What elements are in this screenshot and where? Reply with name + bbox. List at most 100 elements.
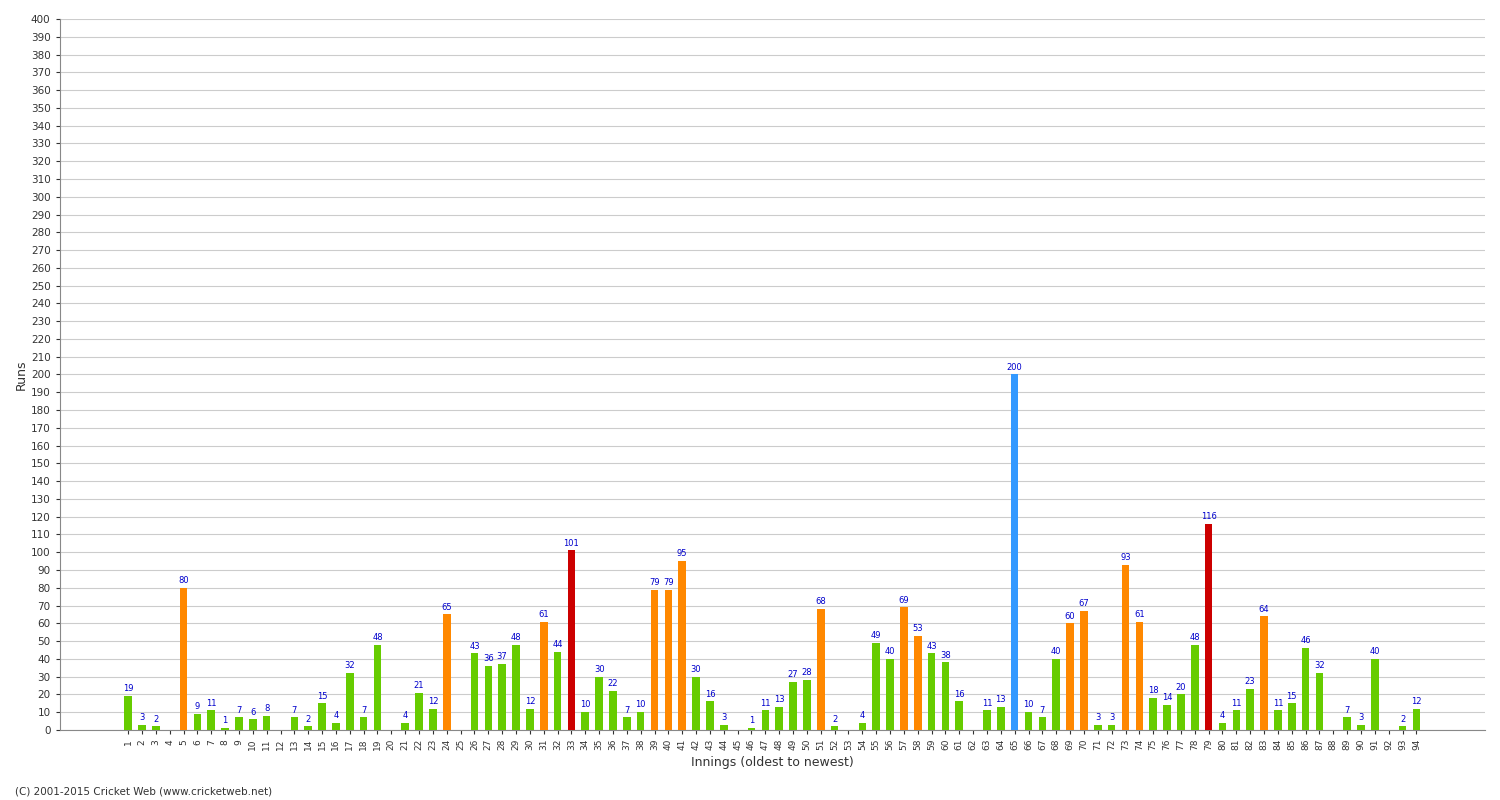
Bar — [1204, 524, 1212, 730]
Text: 40: 40 — [885, 647, 896, 656]
Bar — [762, 710, 770, 730]
Bar — [567, 550, 574, 730]
Bar — [596, 677, 603, 730]
Bar — [262, 716, 270, 730]
Text: 16: 16 — [954, 690, 964, 699]
Bar — [678, 561, 686, 730]
Bar — [249, 719, 256, 730]
Bar — [664, 590, 672, 730]
Text: 19: 19 — [123, 685, 134, 694]
Text: 2: 2 — [1400, 714, 1406, 724]
Bar — [1149, 698, 1156, 730]
Text: 48: 48 — [372, 633, 382, 642]
Bar — [222, 728, 230, 730]
Text: 9: 9 — [195, 702, 200, 711]
Bar — [207, 710, 214, 730]
Bar — [152, 726, 159, 730]
Text: 11: 11 — [760, 698, 771, 708]
Y-axis label: Runs: Runs — [15, 359, 28, 390]
Text: 3: 3 — [1095, 713, 1101, 722]
Bar — [512, 645, 520, 730]
Bar — [1178, 694, 1185, 730]
Text: 7: 7 — [362, 706, 366, 715]
Bar — [484, 666, 492, 730]
Text: 3: 3 — [1359, 713, 1364, 722]
Bar — [346, 673, 354, 730]
Bar — [416, 693, 423, 730]
Text: 79: 79 — [650, 578, 660, 587]
Text: 12: 12 — [427, 697, 438, 706]
Text: 7: 7 — [237, 706, 242, 715]
Bar — [942, 662, 950, 730]
Text: 101: 101 — [564, 538, 579, 548]
Text: 37: 37 — [496, 653, 507, 662]
Text: 15: 15 — [1287, 691, 1298, 701]
Bar — [124, 696, 132, 730]
Text: 1: 1 — [748, 717, 754, 726]
Bar — [1246, 689, 1254, 730]
Bar — [194, 714, 201, 730]
Text: 79: 79 — [663, 578, 674, 587]
Text: 10: 10 — [1023, 701, 1034, 710]
Bar — [622, 718, 630, 730]
Bar — [747, 728, 756, 730]
Text: 2: 2 — [306, 714, 310, 724]
Text: 14: 14 — [1162, 694, 1173, 702]
Bar — [651, 590, 658, 730]
Bar — [873, 643, 880, 730]
Text: 61: 61 — [1134, 610, 1144, 619]
Bar — [789, 682, 796, 730]
Text: 43: 43 — [470, 642, 480, 651]
Text: 7: 7 — [624, 706, 630, 715]
Bar — [554, 652, 561, 730]
Text: 3: 3 — [140, 713, 144, 722]
Bar — [1260, 616, 1268, 730]
Text: 67: 67 — [1078, 599, 1089, 608]
Bar — [720, 725, 728, 730]
Text: 10: 10 — [580, 701, 591, 710]
Bar — [1274, 710, 1281, 730]
Text: 2: 2 — [153, 714, 159, 724]
Bar — [900, 607, 908, 730]
Bar — [1024, 712, 1032, 730]
Text: 36: 36 — [483, 654, 494, 663]
Bar — [318, 703, 326, 730]
Bar — [1038, 718, 1046, 730]
Bar — [858, 723, 865, 730]
Bar — [304, 726, 312, 730]
Bar — [831, 726, 839, 730]
Text: 12: 12 — [525, 697, 536, 706]
Text: 44: 44 — [552, 640, 562, 649]
Text: 13: 13 — [774, 695, 784, 704]
Bar — [429, 709, 436, 730]
Bar — [1413, 709, 1420, 730]
Text: 40: 40 — [1052, 647, 1062, 656]
Bar — [1191, 645, 1198, 730]
Bar — [540, 622, 548, 730]
Text: 20: 20 — [1176, 682, 1186, 692]
Text: 16: 16 — [705, 690, 716, 699]
Text: 11: 11 — [1232, 698, 1242, 708]
Text: 15: 15 — [316, 691, 327, 701]
Text: 69: 69 — [898, 596, 909, 605]
Text: 32: 32 — [345, 662, 355, 670]
Bar — [1080, 611, 1088, 730]
Text: 200: 200 — [1007, 362, 1023, 372]
Bar — [236, 718, 243, 730]
Bar — [693, 677, 700, 730]
Text: 6: 6 — [251, 707, 255, 717]
Bar — [706, 702, 714, 730]
Bar — [914, 636, 921, 730]
Bar — [1302, 648, 1310, 730]
Text: 95: 95 — [676, 550, 687, 558]
Text: 65: 65 — [441, 602, 452, 612]
Text: 13: 13 — [996, 695, 1006, 704]
Text: 23: 23 — [1245, 678, 1256, 686]
Text: 18: 18 — [1148, 686, 1158, 695]
Text: 22: 22 — [608, 679, 618, 688]
Text: 38: 38 — [940, 650, 951, 660]
Text: 60: 60 — [1065, 612, 1076, 621]
Bar — [332, 723, 339, 730]
Text: 4: 4 — [402, 711, 408, 720]
Text: 12: 12 — [1412, 697, 1422, 706]
